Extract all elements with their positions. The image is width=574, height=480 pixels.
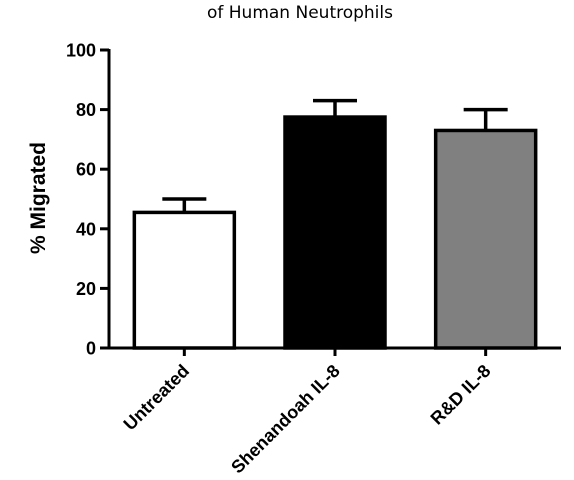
- y-tick-label: 80: [76, 100, 96, 120]
- bar: [433, 128, 538, 350]
- bar: [283, 115, 387, 350]
- y-axis-label: % Migrated: [27, 142, 50, 254]
- x-category-label: Untreated: [120, 361, 194, 435]
- y-tick-label: 40: [76, 219, 96, 239]
- y-tick-label: 60: [76, 160, 96, 180]
- y-tick-label: 100: [66, 41, 96, 61]
- x-categories: Untreated Shenandoah IL-8 R&D IL-8: [120, 348, 495, 478]
- x-category-label: R&D IL-8: [427, 361, 495, 429]
- y-tick-label: 20: [76, 279, 96, 299]
- y-tick-label: 0: [86, 339, 96, 359]
- bars: [132, 98, 538, 350]
- x-category-label: Shenandoah IL-8: [227, 361, 344, 478]
- y-ticks: 0 20 40 60 80 100: [66, 41, 109, 359]
- chart-title: of Human Neutrophils: [207, 3, 393, 23]
- bar: [132, 210, 237, 350]
